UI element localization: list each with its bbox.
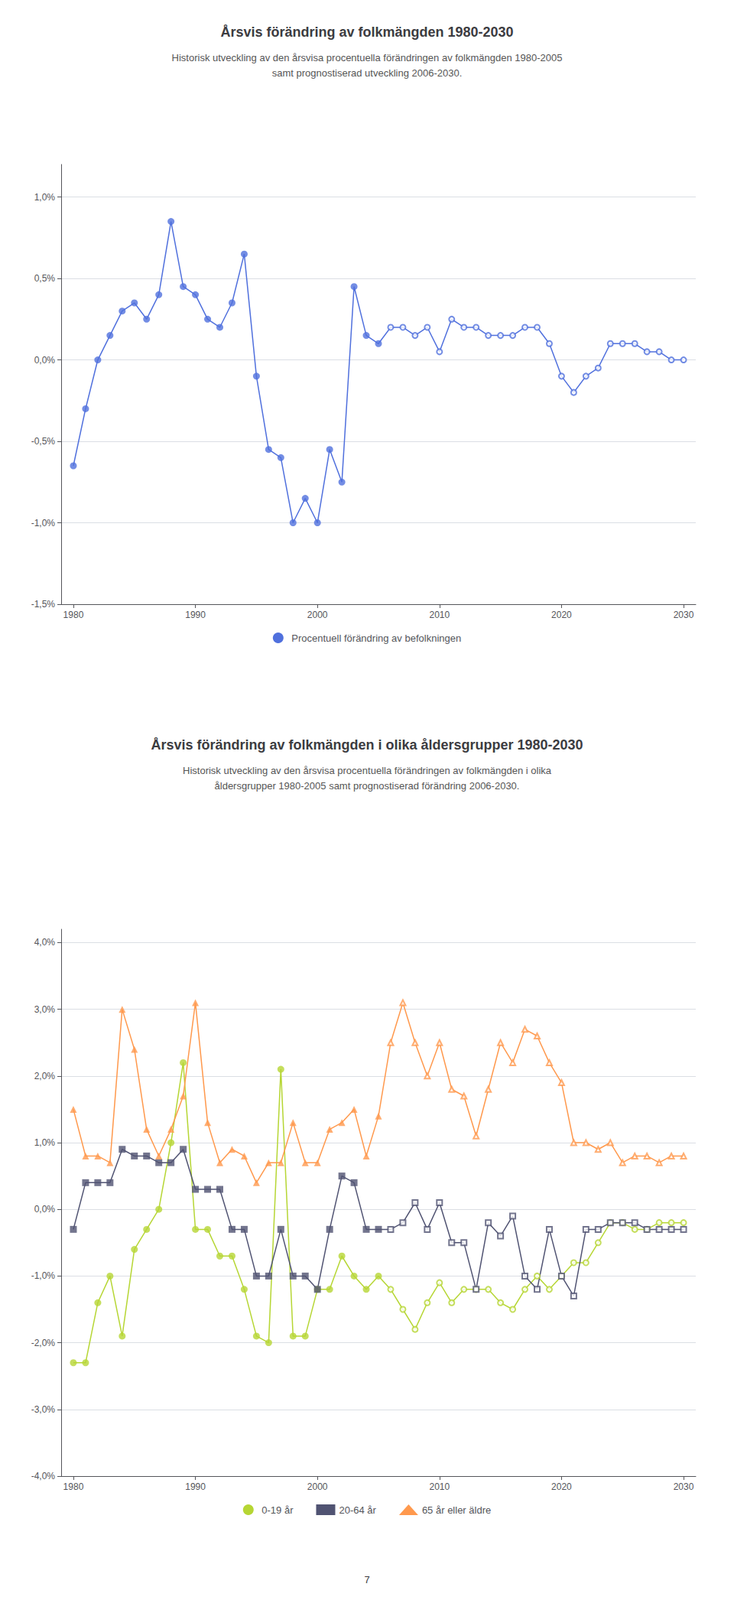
svg-text:0,0%: 0,0% [34,1203,56,1215]
svg-text:2030: 2030 [673,609,695,621]
svg-text:-4,0%: -4,0% [31,1470,56,1481]
svg-text:2010: 2010 [428,609,450,621]
svg-text:Historisk utveckling av den år: Historisk utveckling av den årsvisa proc… [182,764,553,777]
svg-text:-2,0%: -2,0% [31,1337,56,1348]
svg-text:2000: 2000 [307,609,329,621]
svg-text:7: 7 [363,1573,370,1585]
svg-text:20-64 år: 20-64 år [338,1503,377,1516]
svg-text:Historisk utveckling av den år: Historisk utveckling av den årsvisa proc… [172,51,563,64]
svg-text:1980: 1980 [63,609,85,621]
svg-text:2010: 2010 [428,1480,450,1492]
svg-text:Årsvis förändring av folkmängd: Årsvis förändring av folkmängden 1980-20… [220,24,514,40]
svg-text:1,0%: 1,0% [34,1136,56,1148]
svg-text:2020: 2020 [551,609,572,621]
svg-text:2,0%: 2,0% [34,1070,56,1082]
svg-text:-1,0%: -1,0% [31,1269,56,1281]
svg-text:Procentuell förändring av befo: Procentuell förändring av befolkningen [291,632,462,644]
svg-text:1980: 1980 [63,1480,85,1492]
svg-text:åldersgrupper 1980-2005 samt p: åldersgrupper 1980-2005 samt prognostise… [214,779,520,792]
svg-text:-1,5%: -1,5% [31,598,56,610]
svg-text:-3,0%: -3,0% [31,1403,56,1415]
svg-text:-0,5%: -0,5% [31,435,56,447]
svg-text:0-19 år: 0-19 år [261,1503,294,1516]
svg-text:1,0%: 1,0% [34,191,56,203]
svg-text:-1,0%: -1,0% [31,517,56,529]
svg-text:4,0%: 4,0% [34,936,56,948]
svg-text:1990: 1990 [185,1480,206,1492]
svg-text:3,0%: 3,0% [34,1003,56,1015]
svg-text:2030: 2030 [673,1480,695,1492]
svg-text:samt prognostiserad utveckling: samt prognostiserad utveckling 2006-2030… [272,67,463,79]
svg-text:2000: 2000 [307,1480,329,1492]
svg-text:0,0%: 0,0% [34,354,56,366]
svg-text:65 år eller äldre: 65 år eller äldre [422,1503,491,1516]
svg-text:1990: 1990 [185,609,206,621]
svg-text:2020: 2020 [551,1480,572,1492]
svg-text:0,5%: 0,5% [34,272,56,284]
svg-text:Årsvis förändring av folkmängd: Årsvis förändring av folkmängden i olika… [150,737,583,753]
